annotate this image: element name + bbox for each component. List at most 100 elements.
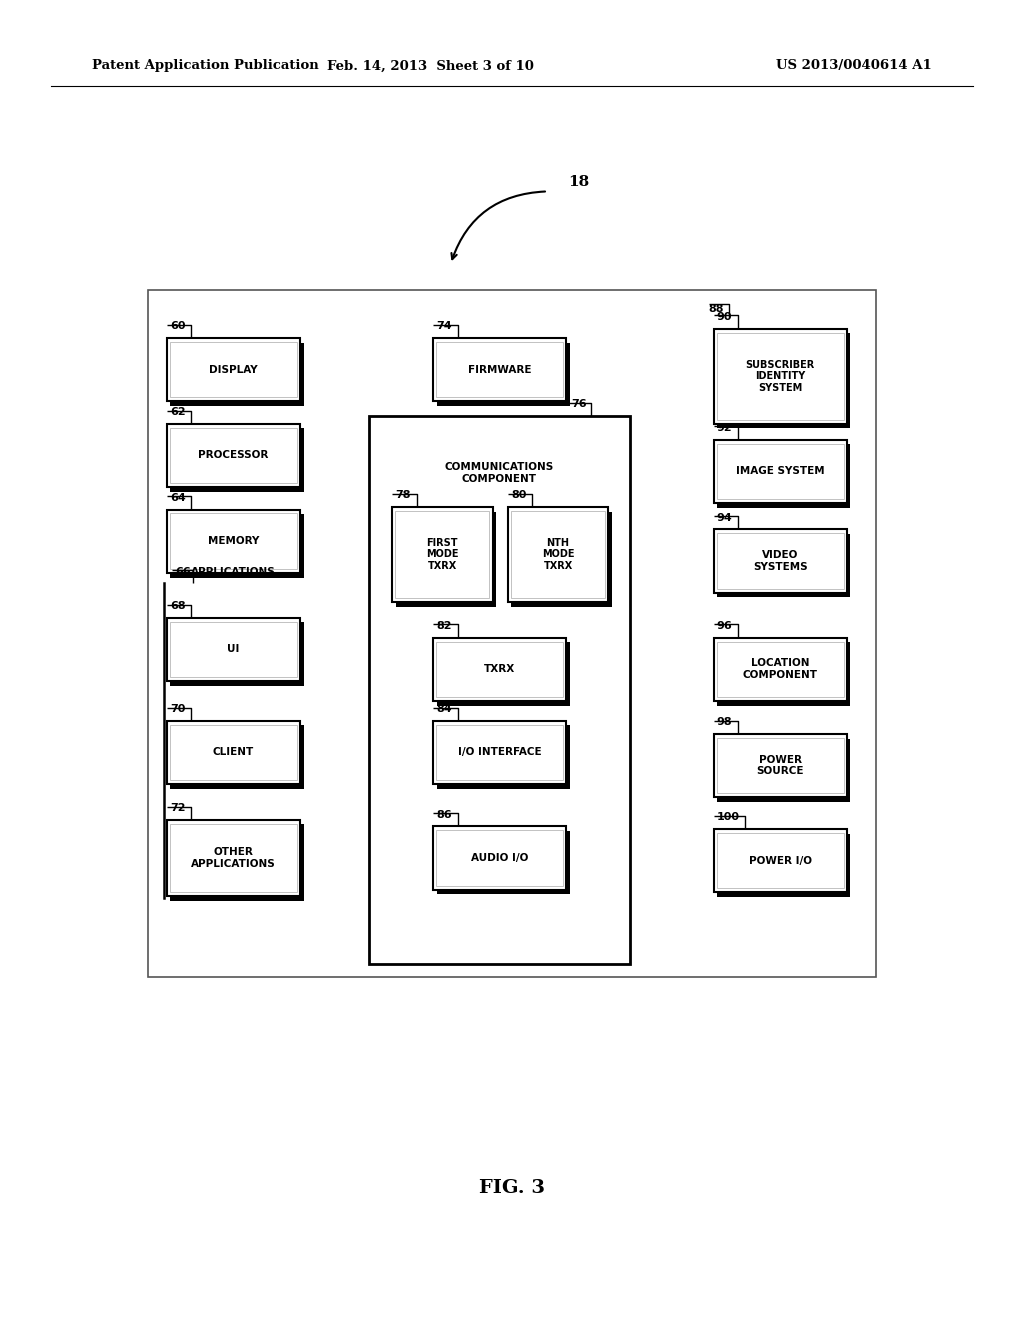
Text: POWER I/O: POWER I/O [749, 855, 812, 866]
Bar [433, 338, 566, 401]
Bar [392, 507, 493, 602]
Bar [436, 643, 569, 706]
Bar [148, 290, 876, 977]
Text: 98: 98 [717, 717, 732, 727]
Bar [717, 444, 844, 499]
Text: OTHER
APPLICATIONS: OTHER APPLICATIONS [191, 847, 275, 869]
Text: Feb. 14, 2013  Sheet 3 of 10: Feb. 14, 2013 Sheet 3 of 10 [327, 59, 534, 73]
Text: 100: 100 [717, 812, 739, 822]
Bar [511, 511, 605, 598]
Bar [170, 513, 297, 569]
Text: TXRX: TXRX [484, 664, 515, 675]
Text: 74: 74 [436, 321, 452, 331]
Text: AUDIO I/O: AUDIO I/O [471, 853, 528, 863]
Text: 80: 80 [511, 490, 526, 500]
Bar [170, 428, 303, 491]
Bar [170, 725, 297, 780]
Text: FIRMWARE: FIRMWARE [468, 364, 531, 375]
Bar [714, 829, 847, 892]
Bar [395, 511, 489, 598]
Text: IMAGE SYSTEM: IMAGE SYSTEM [736, 466, 824, 477]
Text: US 2013/0040614 A1: US 2013/0040614 A1 [776, 59, 932, 73]
Text: 66: 66 [175, 566, 190, 577]
Bar [512, 512, 612, 607]
Text: UI: UI [227, 644, 240, 655]
Bar [717, 642, 844, 697]
Text: 78: 78 [395, 490, 411, 500]
Text: VIDEO
SYSTEMS: VIDEO SYSTEMS [753, 550, 808, 572]
Text: 18: 18 [568, 176, 590, 189]
Bar [714, 329, 847, 424]
Bar [714, 529, 847, 593]
Text: 68: 68 [170, 601, 185, 611]
Bar [395, 512, 497, 607]
Text: Patent Application Publication: Patent Application Publication [92, 59, 318, 73]
Bar [436, 642, 563, 697]
Bar [717, 739, 850, 803]
Bar [167, 721, 300, 784]
Text: 90: 90 [717, 312, 732, 322]
Bar [436, 725, 563, 780]
Bar [436, 726, 569, 789]
Bar [167, 510, 300, 573]
Text: 92: 92 [717, 422, 732, 433]
Text: 84: 84 [436, 704, 452, 714]
Text: 60: 60 [170, 321, 185, 331]
Text: 76: 76 [571, 399, 587, 409]
Bar [508, 507, 608, 602]
Bar [717, 834, 850, 898]
Bar [170, 342, 297, 397]
Bar [170, 726, 303, 789]
Bar [717, 738, 844, 793]
Bar [717, 643, 850, 706]
Bar [167, 820, 300, 896]
Text: FIG. 3: FIG. 3 [479, 1179, 545, 1197]
Bar [436, 342, 563, 397]
Text: COMMUNICATIONS
COMPONENT: COMMUNICATIONS COMPONENT [444, 462, 554, 483]
Bar [436, 342, 569, 407]
Text: PROCESSOR: PROCESSOR [199, 450, 268, 461]
Text: MEMORY: MEMORY [208, 536, 259, 546]
Text: 86: 86 [436, 809, 452, 820]
Bar [717, 444, 850, 507]
Text: 88: 88 [709, 304, 724, 314]
Bar [714, 440, 847, 503]
Text: 62: 62 [170, 407, 185, 417]
Bar [433, 721, 566, 784]
Text: POWER
SOURCE: POWER SOURCE [757, 755, 804, 776]
Bar [717, 334, 850, 428]
Text: CLIENT: CLIENT [213, 747, 254, 758]
Bar [170, 513, 303, 578]
Text: NTH
MODE
TXRX: NTH MODE TXRX [542, 537, 574, 572]
Bar [717, 535, 850, 597]
Bar [436, 832, 569, 895]
Text: DISPLAY: DISPLAY [209, 364, 258, 375]
Bar [167, 618, 300, 681]
Bar [170, 622, 297, 677]
Bar [717, 533, 844, 589]
Bar [167, 338, 300, 401]
Text: 96: 96 [717, 620, 732, 631]
Bar [167, 424, 300, 487]
Text: 70: 70 [170, 704, 185, 714]
Bar [170, 623, 303, 686]
Text: LOCATION
COMPONENT: LOCATION COMPONENT [742, 659, 818, 680]
Bar [170, 342, 303, 407]
Bar [714, 638, 847, 701]
Bar [433, 826, 566, 890]
Text: 72: 72 [170, 803, 185, 813]
Text: 64: 64 [170, 492, 185, 503]
Text: APPLICATIONS: APPLICATIONS [190, 566, 275, 577]
Bar [170, 824, 297, 892]
Text: I/O INTERFACE: I/O INTERFACE [458, 747, 542, 758]
Bar [717, 333, 844, 420]
Text: FIRST
MODE
TXRX: FIRST MODE TXRX [426, 537, 459, 572]
Text: 82: 82 [436, 620, 452, 631]
Bar [436, 830, 563, 886]
Bar [717, 833, 844, 888]
Bar [369, 416, 630, 964]
Bar [170, 428, 297, 483]
Bar [714, 734, 847, 797]
Bar [170, 824, 303, 902]
Bar [433, 638, 566, 701]
